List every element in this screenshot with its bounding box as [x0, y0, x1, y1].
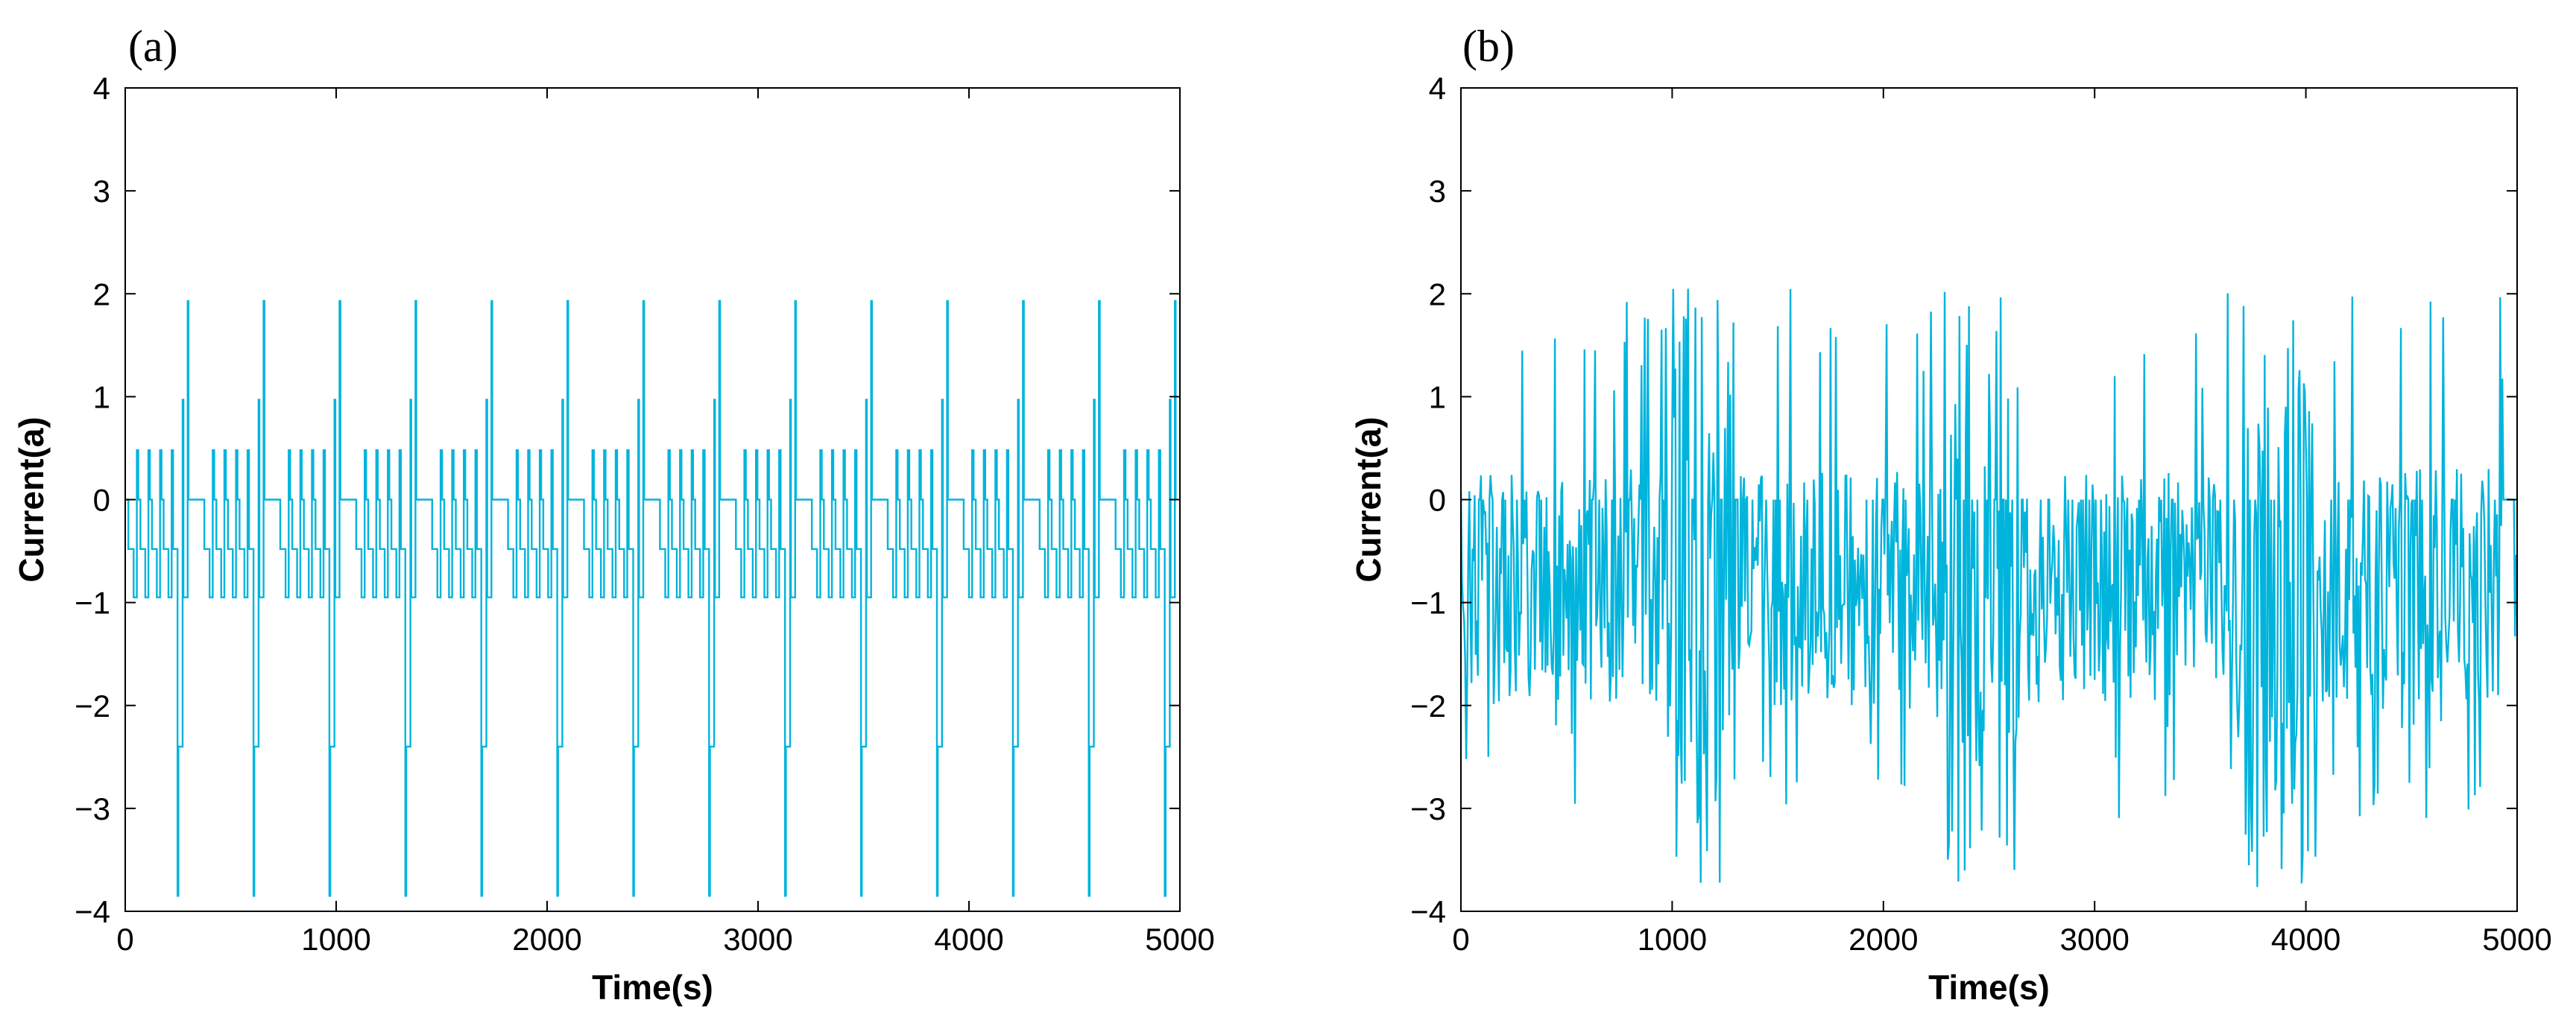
y-tick-label: 0: [93, 483, 110, 518]
y-tick-label: 3: [93, 174, 110, 209]
y-tick-label: −4: [1410, 894, 1446, 929]
y-tick-label: −1: [1410, 586, 1446, 621]
y-tick-label: −4: [75, 894, 110, 929]
y-tick-label: 2: [1429, 276, 1446, 311]
chart-panel-a: 0 1000 2000 3000 4000 5000 −4 −3 −2 −1 0 1 2 3 4 Time(s…: [12, 22, 1215, 1007]
y-tick-label: −1: [75, 586, 110, 621]
x-tick-label: 0: [116, 922, 133, 957]
panel-label: (b): [1462, 22, 1515, 71]
chart-panel-b: 0 1000 2000 3000 4000 5000 −4 −3 −2 −1 0 1 2 3 4 Time(s…: [1349, 22, 2552, 1007]
y-tick-label: 0: [1429, 483, 1446, 518]
x-tick-label: 1000: [301, 922, 370, 957]
y-tick-label: 1: [93, 379, 110, 414]
x-axis-title: Time(s): [1928, 968, 2050, 1007]
x-tick-label: 2000: [512, 922, 581, 957]
x-tick-label: 3000: [723, 922, 792, 957]
y-tick-label: 1: [1429, 379, 1446, 414]
y-tick-label: −3: [1410, 791, 1446, 826]
y-axis-title: Current(a): [1349, 417, 1388, 582]
x-tick-label: 0: [1452, 922, 1469, 957]
y-tick-label: 3: [1429, 174, 1446, 209]
panel-label: (a): [128, 22, 178, 71]
y-tick-label: −2: [1410, 689, 1446, 724]
x-tick-label: 1000: [1638, 922, 1707, 957]
x-tick-label: 4000: [934, 922, 1003, 957]
y-tick-label: −3: [75, 791, 110, 826]
x-axis-title: Time(s): [592, 968, 713, 1007]
series-line-current-a: [125, 300, 1177, 897]
y-axis-title: Current(a): [12, 417, 51, 582]
x-tick-label: 5000: [2482, 922, 2551, 957]
x-tick-label: 3000: [2059, 922, 2129, 957]
y-tick-label: −2: [75, 689, 110, 724]
x-tick-label: 2000: [1849, 922, 1918, 957]
y-tick-label: 2: [93, 276, 110, 311]
x-tick-label: 4000: [2271, 922, 2340, 957]
series-line-current-b: [1461, 288, 2517, 887]
x-tick-label: 5000: [1145, 922, 1214, 957]
y-tick-label: 4: [93, 71, 110, 106]
y-tick-label: 4: [1429, 71, 1446, 106]
